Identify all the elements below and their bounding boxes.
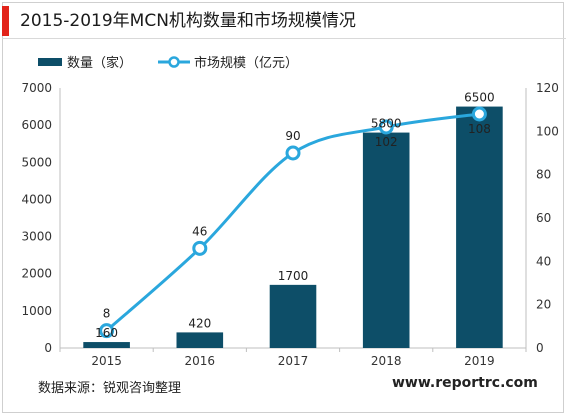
bar [456,106,503,348]
y-right-tick-label: 40 [536,254,551,268]
y-right-tick-label: 80 [536,168,551,182]
bar [362,132,410,348]
data-source: 数据来源：锐观咨询整理 [38,381,182,396]
bar [176,332,224,348]
market-size-line [105,112,480,332]
y-right-tick-label: 120 [536,81,559,95]
legend-line-label: 市场规模（亿元） [194,55,298,71]
chart-title: 2015-2019年MCN机构数量和市场规模情况 [20,11,356,31]
y-left-tick-label: 1000 [21,304,52,318]
y-right-tick-label: 20 [536,298,551,312]
line-value-label: 8 [103,307,111,321]
x-tick-label: 2016 [185,354,216,368]
line-value-label: 102 [375,135,398,149]
bar [269,284,317,348]
line-point [285,145,301,161]
line-value-label: 46 [192,224,207,238]
x-tick-label: 2018 [371,354,402,368]
line-point [99,323,115,339]
x-tick-label: 2017 [278,354,309,368]
line-point [192,240,208,256]
line-point [378,119,394,135]
bar-value-label: 1700 [278,269,309,283]
y-left-tick-label: 4000 [21,192,52,206]
y-right-tick-label: 0 [536,341,544,355]
legend-bar-label: 数量（家） [67,55,132,71]
website-url: www.reportrc.com [392,375,538,391]
y-left-tick-label: 7000 [21,81,52,95]
bar-value-label: 5800 [371,117,402,131]
x-tick-label: 2019 [464,354,495,368]
title-accent-bar [2,6,9,36]
line-value-label: 90 [285,129,300,143]
data-labels: 160 420 1700 5800 6500 8 46 90 102 108 [95,91,495,340]
bar [83,342,130,348]
bar-value-label: 160 [95,326,118,340]
line-value-label: 108 [468,122,491,136]
x-tick-label: 2015 [91,354,122,368]
y-left-tick-label: 0 [44,341,52,355]
legend-line-marker [168,56,180,68]
y-left-tick-label: 2000 [21,267,52,281]
y-right-tick-label: 60 [536,211,551,225]
title-divider [2,38,566,39]
y-left-tick-label: 3000 [21,230,52,244]
line-point [471,106,487,122]
line-series [99,106,487,339]
bar-value-label: 6500 [464,91,495,105]
y-left-tick-label: 6000 [21,118,52,132]
bar-series [83,106,503,348]
legend-bar-swatch [38,58,62,66]
bar-value-label: 420 [188,316,211,330]
legend: 数量（家） 市场规模（亿元） [38,55,298,71]
y-right-tick-label: 100 [536,124,559,138]
y-left-tick-label: 5000 [21,155,52,169]
